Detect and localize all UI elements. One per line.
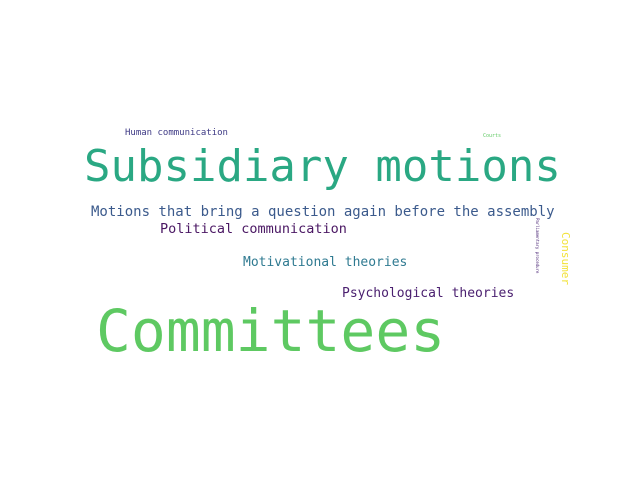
word-psychological-theories: Psychological theories (342, 286, 515, 301)
word-consumer: Consumer (559, 232, 572, 285)
word-subsidiary-motions: Subsidiary motions (84, 141, 561, 192)
word-committees: Committees (96, 297, 446, 365)
word-motivational-theories: Motivational theories (243, 255, 408, 270)
word-parliamentary-procedure: Parliamentary procedure (535, 218, 540, 274)
word-human-communication: Human communication (125, 128, 228, 138)
word-courts: Courts (483, 133, 502, 139)
word-motions-bring-question: Motions that bring a question again befo… (91, 204, 555, 220)
word-political-communication: Political communication (160, 221, 347, 237)
